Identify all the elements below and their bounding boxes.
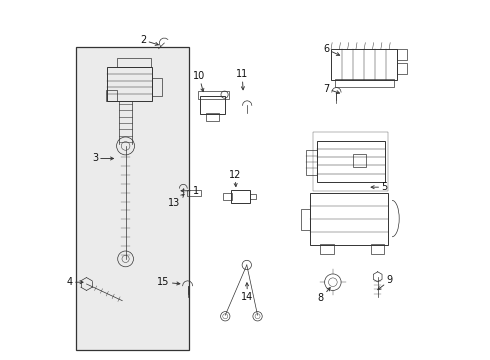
Bar [300,209,310,230]
Bar [306,150,318,175]
Text: 1: 1 [181,186,199,196]
Text: 15: 15 [157,277,180,287]
Bar [353,154,366,167]
Bar [223,193,232,201]
Text: 4: 4 [67,277,83,287]
Bar [117,58,151,67]
Text: 10: 10 [193,71,205,91]
Bar [317,140,385,182]
Bar [152,78,162,96]
Text: 8: 8 [318,288,330,303]
Bar [106,90,117,101]
Bar [250,194,256,199]
Text: 12: 12 [229,170,241,186]
Bar [313,132,389,191]
Text: 11: 11 [236,69,248,90]
Bar [198,91,229,99]
Bar [107,67,152,101]
Text: 9: 9 [378,275,393,290]
Bar [231,190,250,203]
Bar [335,79,394,87]
Bar [187,190,201,196]
Bar [200,96,225,114]
Bar [397,49,408,60]
Text: 14: 14 [242,283,254,302]
Bar [76,47,189,350]
Text: 2: 2 [140,35,158,45]
Bar [331,49,397,80]
Bar [370,244,384,253]
Text: 5: 5 [371,182,388,192]
Bar [205,113,219,121]
Bar [320,244,334,253]
Bar [397,63,408,74]
Bar [310,193,389,244]
Text: 13: 13 [168,194,184,208]
Text: 3: 3 [92,153,114,163]
Text: 7: 7 [323,84,340,94]
Text: 6: 6 [323,44,340,55]
